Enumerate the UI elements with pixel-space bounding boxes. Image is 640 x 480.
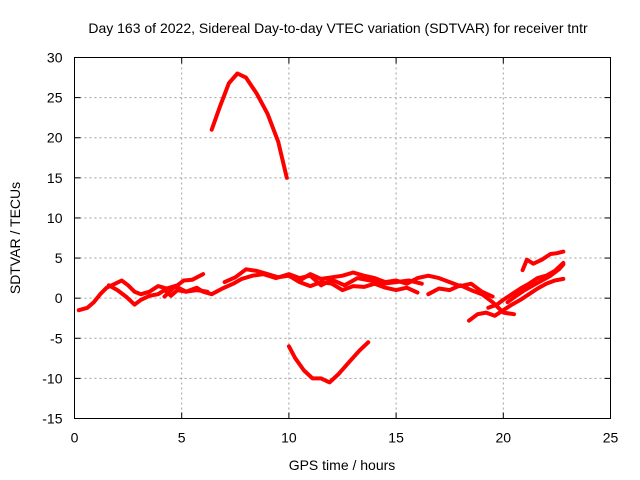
series-line-9: [467, 276, 566, 323]
x-axis-label: GPS time / hours: [289, 457, 396, 473]
y-tick-label: -10: [42, 370, 62, 386]
y-tick-label: -5: [50, 330, 63, 346]
y-tick-label: 0: [55, 290, 63, 306]
y-tick-label: -15: [42, 411, 62, 427]
y-tick-label: 5: [55, 250, 63, 266]
x-tick-label: 20: [496, 430, 512, 446]
plot-frame: [74, 57, 611, 419]
series-line-2: [286, 340, 371, 385]
y-tick-label: 10: [47, 210, 63, 226]
chart-title: Day 163 of 2022, Sidereal Day-to-day VTE…: [88, 20, 588, 36]
series-line-3: [76, 272, 206, 313]
x-tick-label: 25: [603, 430, 619, 446]
x-tick-label: 15: [388, 430, 404, 446]
x-tick-label: 5: [178, 430, 186, 446]
tick-labels: 0 5 10 15 20 25 -15 -10 -5 0 5 10 15 20 25 30: [42, 50, 618, 446]
y-tick-label: 15: [47, 170, 63, 186]
x-tick-label: 0: [71, 430, 79, 446]
tick-marks: [74, 57, 611, 419]
series-layer: [76, 71, 566, 385]
series-line-12: [520, 249, 566, 273]
series-line-6: [222, 267, 420, 295]
y-tick-label: 25: [47, 90, 63, 106]
series-line-1: [209, 71, 289, 180]
series-line-11: [505, 262, 566, 305]
series-line-8: [426, 283, 516, 317]
y-axis-label: SDTVAR / TECUs: [7, 182, 23, 294]
y-tick-label: 30: [47, 50, 63, 66]
x-tick-label: 10: [281, 430, 297, 446]
y-tick-label: 20: [47, 130, 63, 146]
